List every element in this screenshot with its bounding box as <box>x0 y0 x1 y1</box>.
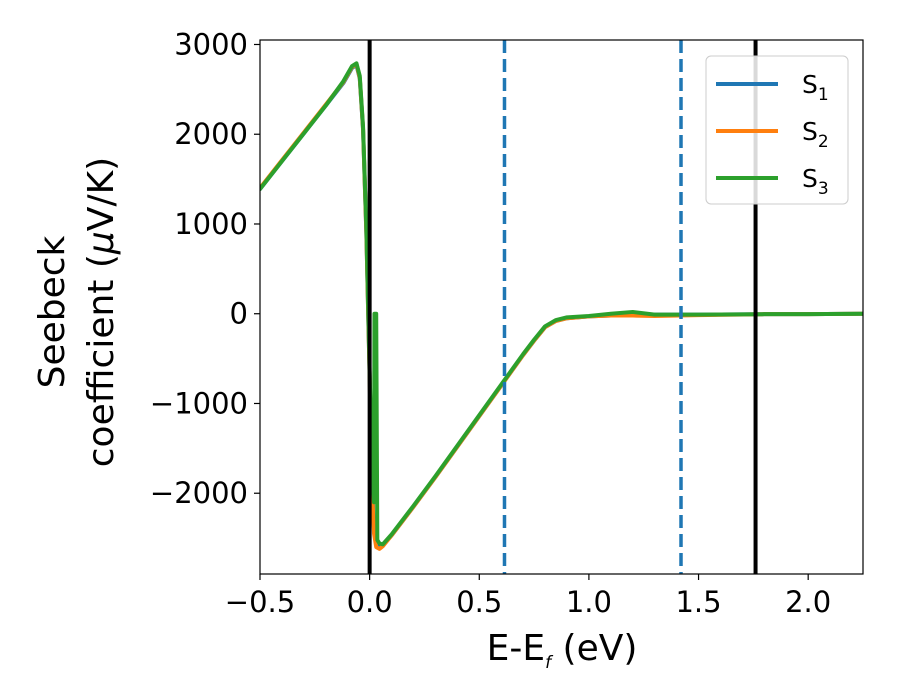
y-tick-label: 1000 <box>174 207 248 241</box>
y-axis-title: Seebeck coefficient (μV/K) <box>32 157 122 467</box>
y-tick-label: 2000 <box>174 117 248 151</box>
plot-area <box>260 40 863 574</box>
x-axis-title: E-Ef (eV) <box>487 628 638 673</box>
x-tick-label: 0.0 <box>347 585 393 619</box>
y-axis-title-line1: Seebeck <box>32 235 73 388</box>
x-tick-label: 0.5 <box>456 585 502 619</box>
legend-label-1: S1 <box>802 70 829 105</box>
legend: S1 S2 S3 <box>705 55 849 205</box>
y-tick-label: −1000 <box>150 386 248 420</box>
y-tick-label: 0 <box>230 297 248 331</box>
legend-label-2: S2 <box>802 117 829 152</box>
y-axis-ticks: −2000 −1000 0 1000 2000 3000 <box>150 27 260 510</box>
x-tick-label: 1.0 <box>566 585 612 619</box>
x-tick-label: −0.5 <box>225 585 295 619</box>
x-tick-label: 1.5 <box>675 585 721 619</box>
x-tick-label: 2.0 <box>785 585 831 619</box>
y-tick-label: 3000 <box>174 27 248 61</box>
plot-frame <box>259 39 864 575</box>
y-tick-label: −2000 <box>150 476 248 510</box>
y-axis-title-line2: coefficient (μV/K) <box>81 157 122 467</box>
x-axis-ticks: −0.5 0.0 0.5 1.0 1.5 2.0 <box>225 574 831 619</box>
series-line-3 <box>260 61 863 547</box>
legend-label-3: S3 <box>802 164 829 199</box>
series-layer <box>260 61 863 551</box>
